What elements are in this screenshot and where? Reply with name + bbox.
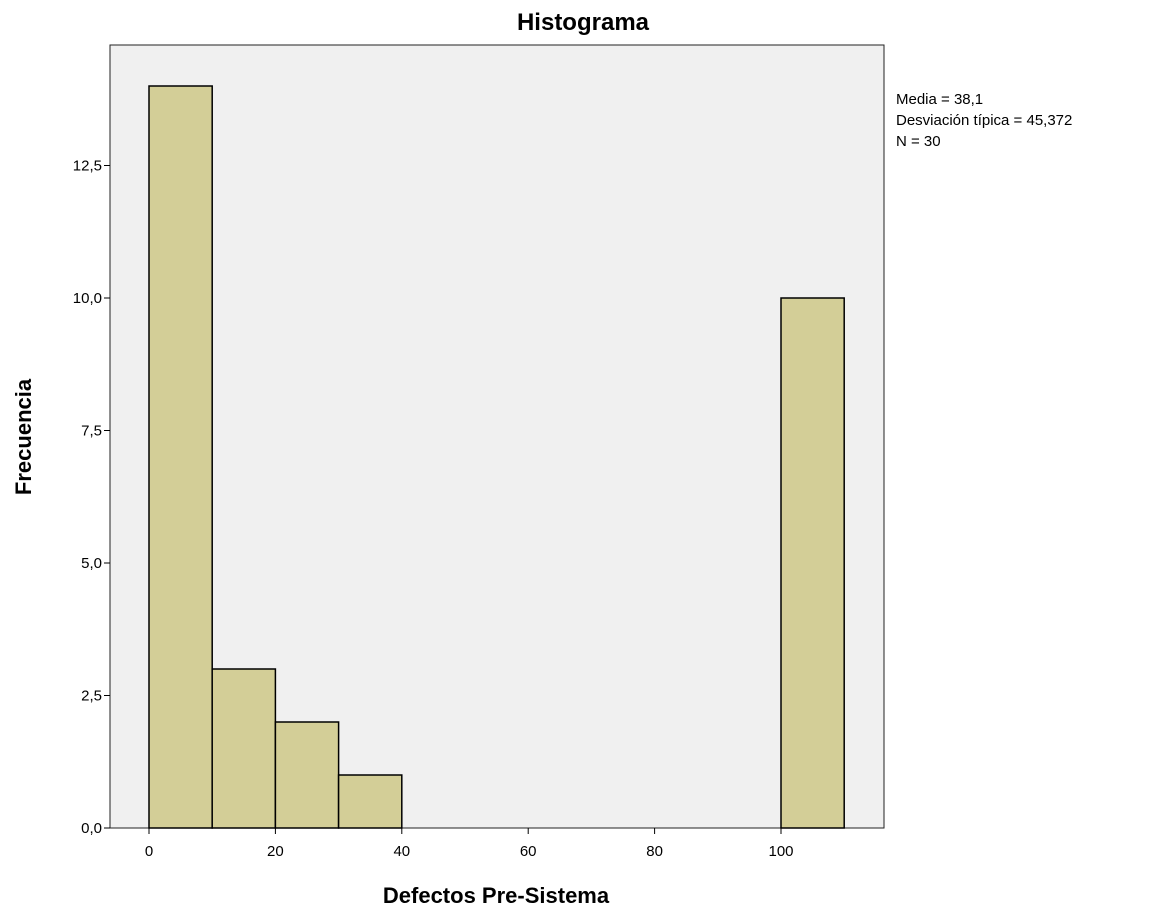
histogram-bar-3 — [337, 774, 403, 829]
y-tick-label: 0,0 — [81, 820, 102, 837]
histogram-bar-2 — [274, 721, 340, 829]
chart-title: Histograma — [517, 9, 650, 36]
stats-box: Media = 38,1 Desviación típica = 45,372 … — [896, 91, 1072, 150]
x-tick-label: 100 — [768, 843, 793, 860]
stat-mean: Media = 38,1 — [896, 91, 983, 108]
y-axis-title: Frecuencia — [11, 378, 36, 495]
histogram-bar-1 — [211, 668, 277, 829]
x-tick-label: 80 — [646, 843, 663, 860]
x-tick-label: 0 — [145, 843, 153, 860]
x-tick-label: 20 — [267, 843, 284, 860]
y-tick-label: 5,0 — [81, 555, 102, 572]
stat-std-dev: Desviación típica = 45,372 — [896, 112, 1072, 129]
y-tick-label: 10,0 — [73, 290, 102, 307]
y-tick-label: 12,5 — [73, 158, 102, 175]
x-axis-title: Defectos Pre-Sistema — [383, 883, 610, 908]
y-tick-label: 7,5 — [81, 423, 102, 440]
histogram-bar-0 — [148, 85, 213, 829]
y-axis: 0,0 2,5 5,0 7,5 10,0 12,5 — [73, 158, 110, 837]
histogram-bar-4 — [780, 297, 845, 829]
y-tick-label: 2,5 — [81, 688, 102, 705]
stat-n: N = 30 — [896, 133, 941, 150]
x-tick-label: 40 — [393, 843, 410, 860]
bars-group — [148, 85, 845, 829]
x-axis: 0 20 40 60 80 100 — [145, 828, 794, 860]
x-tick-label: 60 — [520, 843, 537, 860]
